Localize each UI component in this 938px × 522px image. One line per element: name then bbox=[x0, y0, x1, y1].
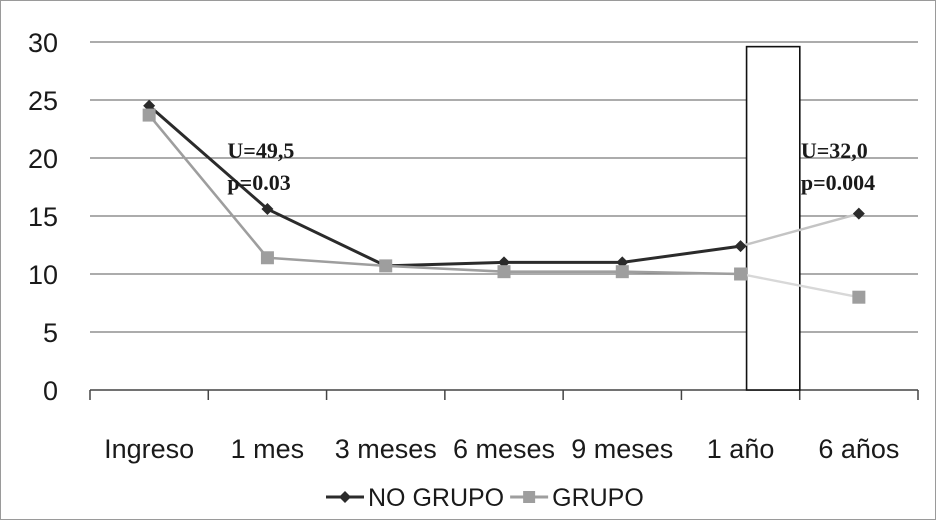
data-point bbox=[142, 108, 156, 122]
x-tick-label: 1 año bbox=[707, 434, 775, 464]
series-line-1 bbox=[148, 114, 741, 276]
data-point bbox=[260, 251, 274, 265]
highlight-box bbox=[745, 45, 801, 391]
series-line-0 bbox=[148, 104, 741, 268]
legend-marker bbox=[523, 491, 536, 503]
data-point bbox=[379, 259, 393, 273]
data-point bbox=[261, 203, 274, 216]
x-tick-label: 1 mes bbox=[231, 434, 305, 464]
y-tick-label: 5 bbox=[43, 318, 58, 348]
series-final-segment-1 bbox=[740, 272, 860, 299]
y-tick-label: 0 bbox=[43, 376, 58, 406]
y-tick-label: 25 bbox=[28, 86, 58, 116]
x-tick-label: 6 años bbox=[818, 434, 899, 464]
y-tick-label: 10 bbox=[28, 260, 58, 290]
y-tick-label: 30 bbox=[28, 28, 58, 58]
annotation-text: U=32,0 bbox=[801, 138, 868, 163]
x-axis-ticks: Ingreso 1 mes 3 meses 6 meses 9 meses 1 año 6 … bbox=[104, 434, 899, 464]
x-tick-label: Ingreso bbox=[104, 434, 194, 464]
y-tick-label: 15 bbox=[28, 202, 58, 232]
data-point bbox=[497, 265, 511, 279]
x-tick-label: 3 meses bbox=[335, 434, 437, 464]
legend: NO GRUPO GRUPO bbox=[326, 484, 644, 512]
y-tick-label: 20 bbox=[28, 144, 58, 174]
data-point bbox=[852, 207, 865, 220]
highlight-box-group bbox=[745, 45, 801, 391]
data-point bbox=[615, 265, 629, 279]
annotation-text: p=0.03 bbox=[227, 170, 290, 195]
x-axis bbox=[89, 389, 919, 400]
data-point bbox=[852, 290, 866, 304]
annotation-text: U=49,5 bbox=[227, 138, 294, 163]
data-point bbox=[734, 240, 747, 253]
series-final-segment-0 bbox=[740, 212, 860, 248]
legend-label: NO GRUPO bbox=[368, 484, 504, 512]
annotation-text: p=0.004 bbox=[801, 170, 875, 195]
series-lines bbox=[148, 104, 860, 299]
x-tick-label: 6 meses bbox=[453, 434, 555, 464]
legend-marker bbox=[339, 491, 351, 503]
x-tick-label: 9 meses bbox=[571, 434, 673, 464]
y-axis-ticks: 0 5 10 15 20 25 30 bbox=[28, 28, 58, 406]
data-point bbox=[734, 267, 748, 281]
series-markers bbox=[142, 99, 866, 304]
annotations: U=49,5 p=0.03 U=32,0 p=0.004 bbox=[227, 138, 875, 195]
legend-label: GRUPO bbox=[552, 484, 644, 512]
